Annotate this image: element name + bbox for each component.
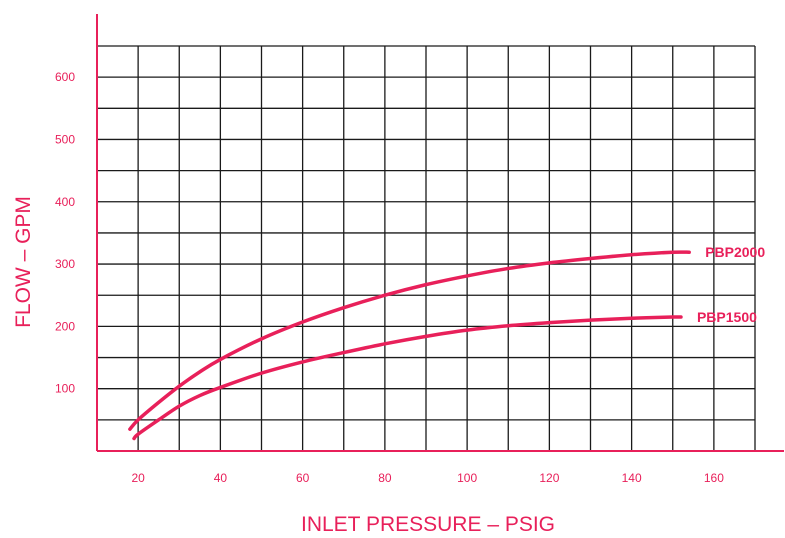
grid: [97, 45, 756, 451]
x-tick-label: 140: [622, 471, 642, 485]
y-tick-label: 600: [55, 70, 75, 84]
y-tick-label: 400: [55, 195, 75, 209]
x-tick-label: 20: [131, 471, 145, 485]
x-tick-label: 80: [378, 471, 392, 485]
y-axis-label: FLOW – GPM: [12, 196, 35, 328]
x-tick-label: 160: [704, 471, 724, 485]
tick-labels: 20 40 60 80 100 120 140 160 100 200 300 400 500 600: [55, 70, 724, 485]
y-tick-label: 300: [55, 257, 75, 271]
x-axis-label: INLET PRESSURE – PSIG: [301, 513, 555, 536]
y-tick-label: 200: [55, 319, 75, 333]
series-lines: [128, 250, 691, 441]
series-line-pbp1500: [132, 315, 683, 441]
x-tick-label: 120: [539, 471, 559, 485]
y-tick-label: 100: [55, 382, 75, 396]
series-label-pbp1500: PBP1500: [697, 309, 757, 325]
series-label-pbp2000: PBP2000: [705, 244, 765, 260]
x-tick-label: 40: [214, 471, 228, 485]
y-tick-label: 500: [55, 132, 75, 146]
x-tick-label: 60: [296, 471, 310, 485]
series-labels: PBP2000 PBP1500: [697, 244, 765, 325]
x-tick-label: 100: [457, 471, 477, 485]
series-line-pbp2000: [128, 250, 691, 431]
